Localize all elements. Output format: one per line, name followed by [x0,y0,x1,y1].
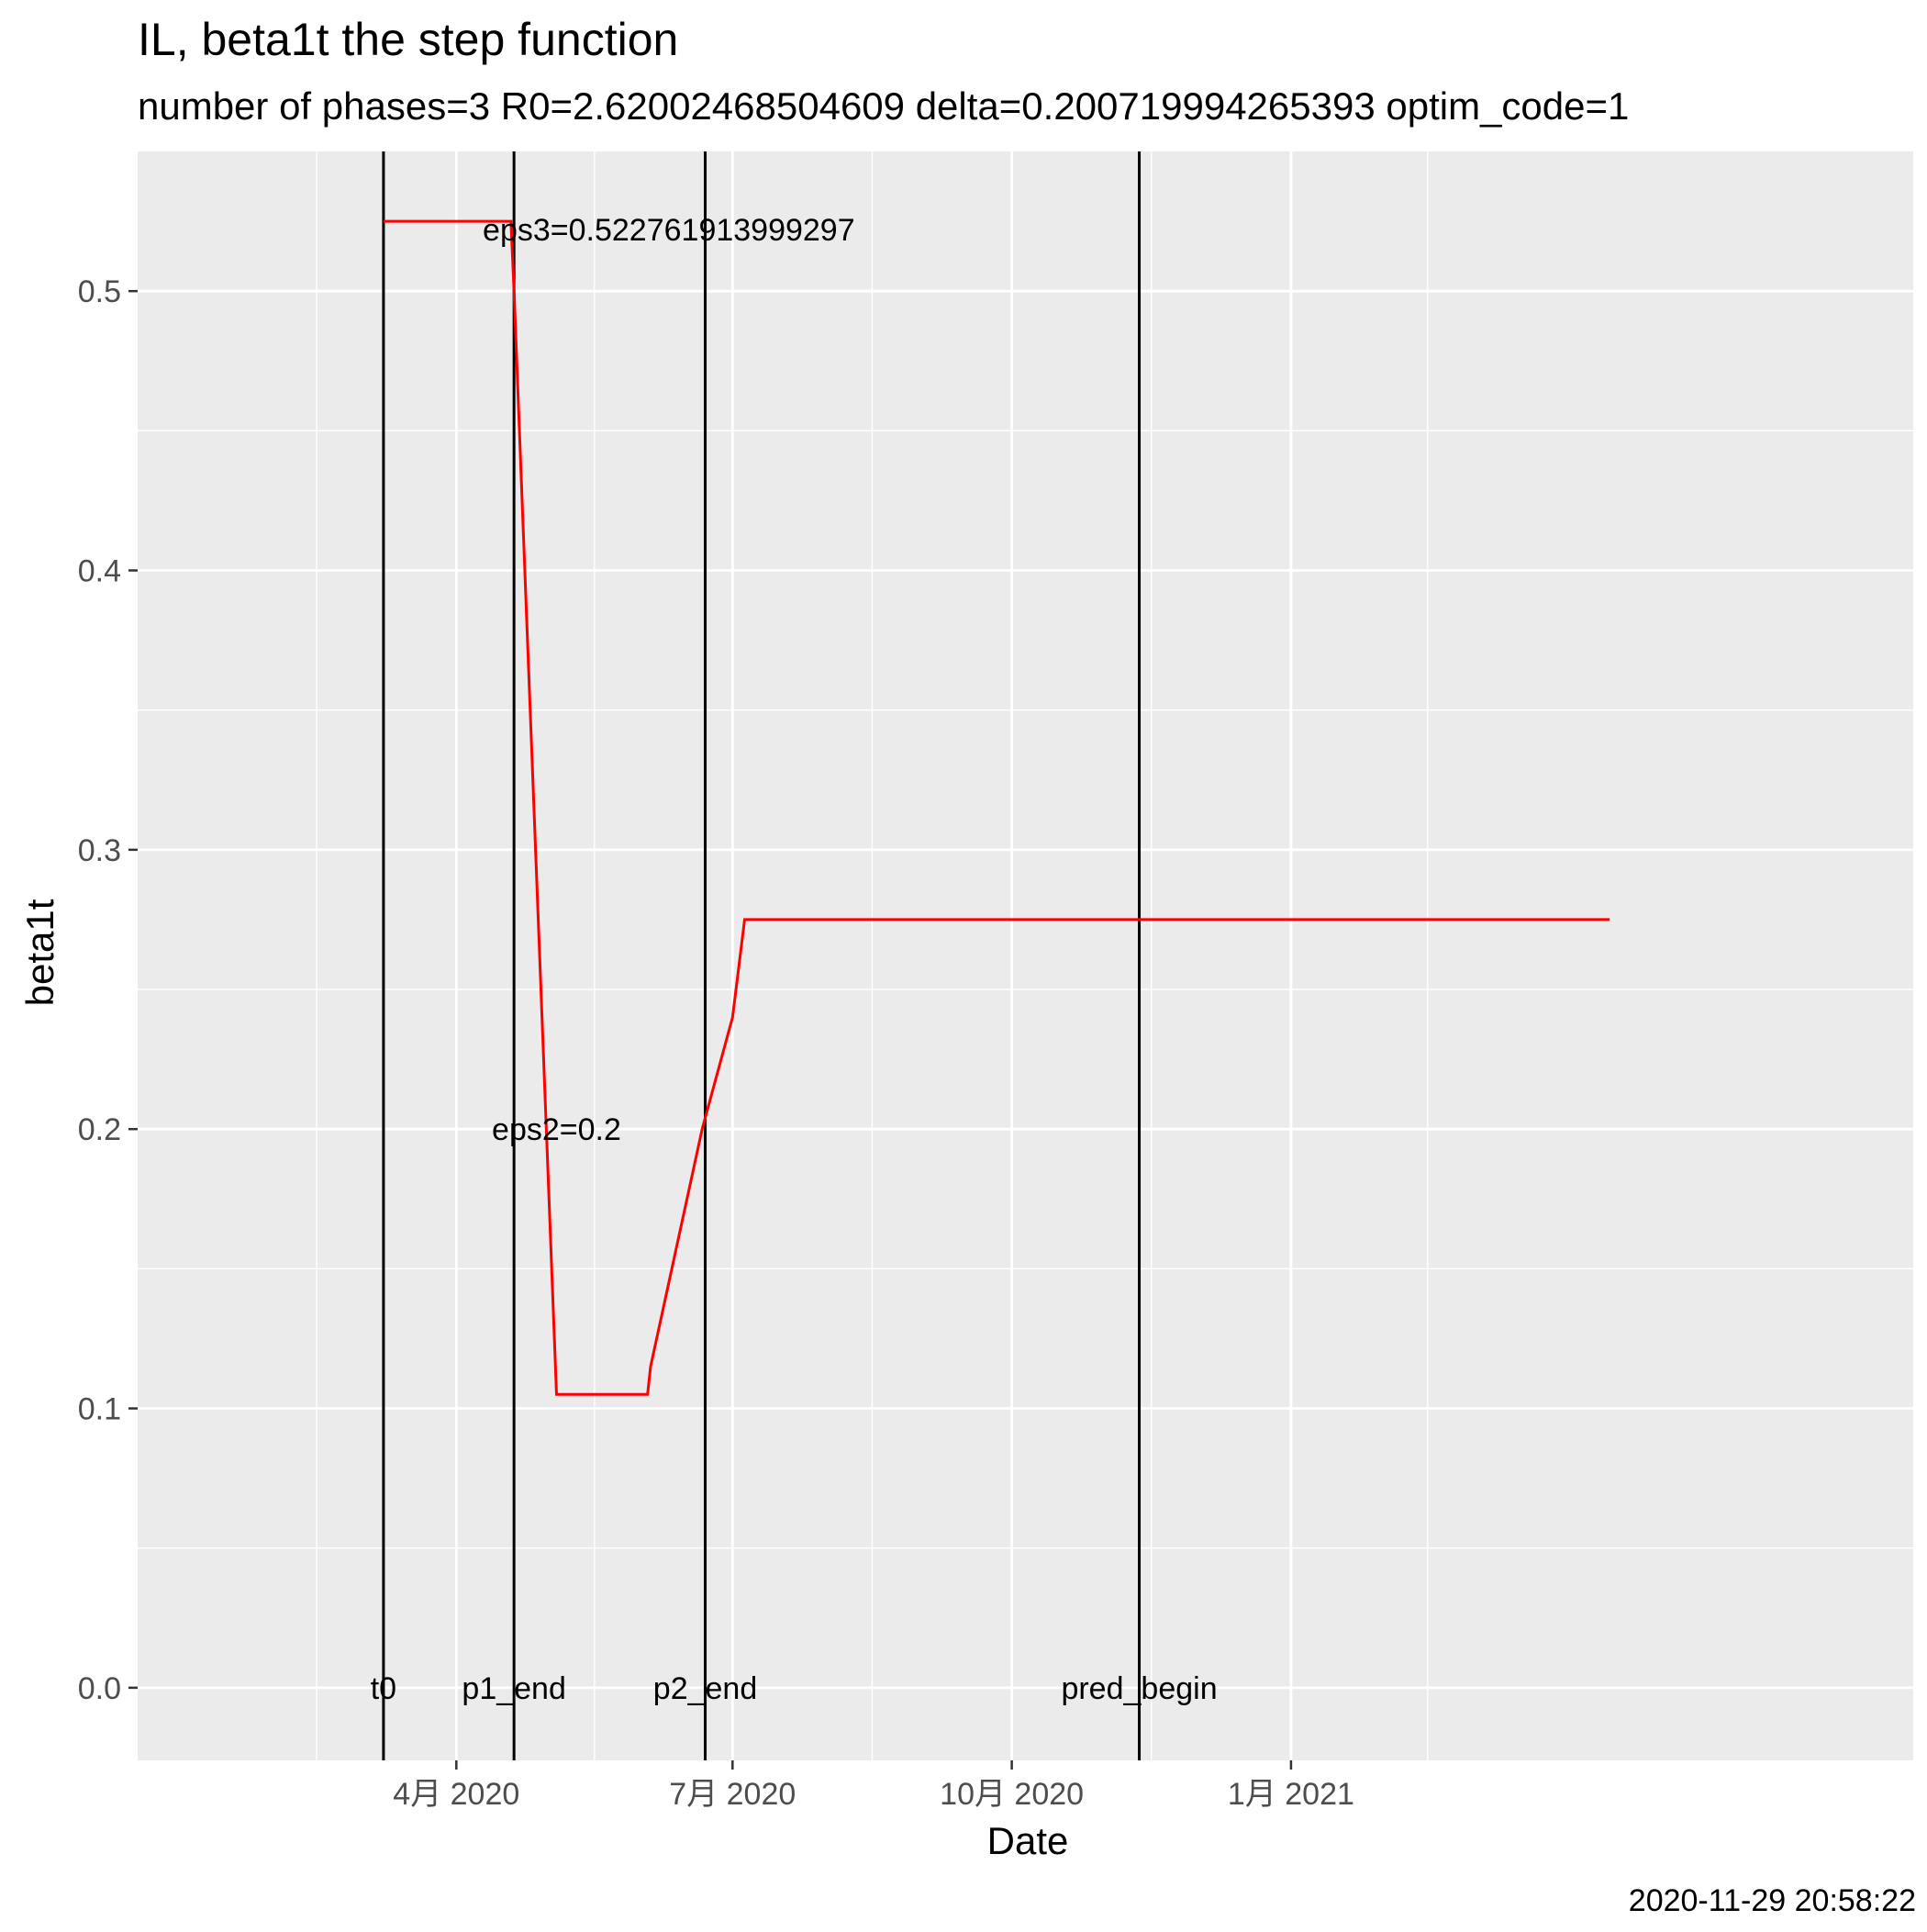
y-tick-label: 0.3 [78,833,121,868]
y-tick-label: 0.2 [78,1112,121,1147]
y-tick-label: 0.1 [78,1392,121,1427]
x-tick-label: 10月 2020 [940,1777,1084,1812]
grid-minor [138,151,1913,1760]
phase-lines [382,151,1142,1760]
x-tick-label: 7月 2020 [669,1777,796,1812]
annotation-label: eps3=0.522761913999297 [483,213,855,248]
x-axis-label: Date [987,1819,1069,1862]
x-axis: 4月 2020 7月 2020 10月 2020 1月 2021 [393,1760,1354,1812]
series-line-beta1t [383,219,1610,1396]
phase-label-t0: t0 [371,1671,396,1706]
phase-label-p1_end: p1_end [462,1671,565,1706]
phase-label-p2_end: p2_end [653,1671,757,1706]
chart-subtitle: number of phases=3 R0=2.62002468504609 d… [138,84,1629,128]
y-axis-label: beta1t [18,899,61,1006]
x-tick-label: 1月 2021 [1228,1777,1354,1812]
phase-label-pred_begin: pred_begin [1061,1671,1217,1706]
chart-title: IL, beta1t the step function [138,14,678,65]
x-tick-label: 4月 2020 [393,1777,519,1812]
y-tick-label: 0.5 [78,274,121,309]
annotations: eps3=0.522761913999297 eps2=0.2 t0 p1_end p2… [371,213,1218,1706]
chart-caption: 2020-11-29 20:58:22 [1629,1883,1916,1918]
grid-major [138,151,1913,1760]
y-tick-label: 0.0 [78,1671,121,1706]
y-tick-label: 0.4 [78,554,121,589]
annotation-label: eps2=0.2 [492,1112,621,1147]
y-axis: 0.0 0.1 0.2 0.3 0.4 0.5 [78,274,138,1706]
plot-panel [138,151,1913,1760]
series-group [383,219,1610,1396]
